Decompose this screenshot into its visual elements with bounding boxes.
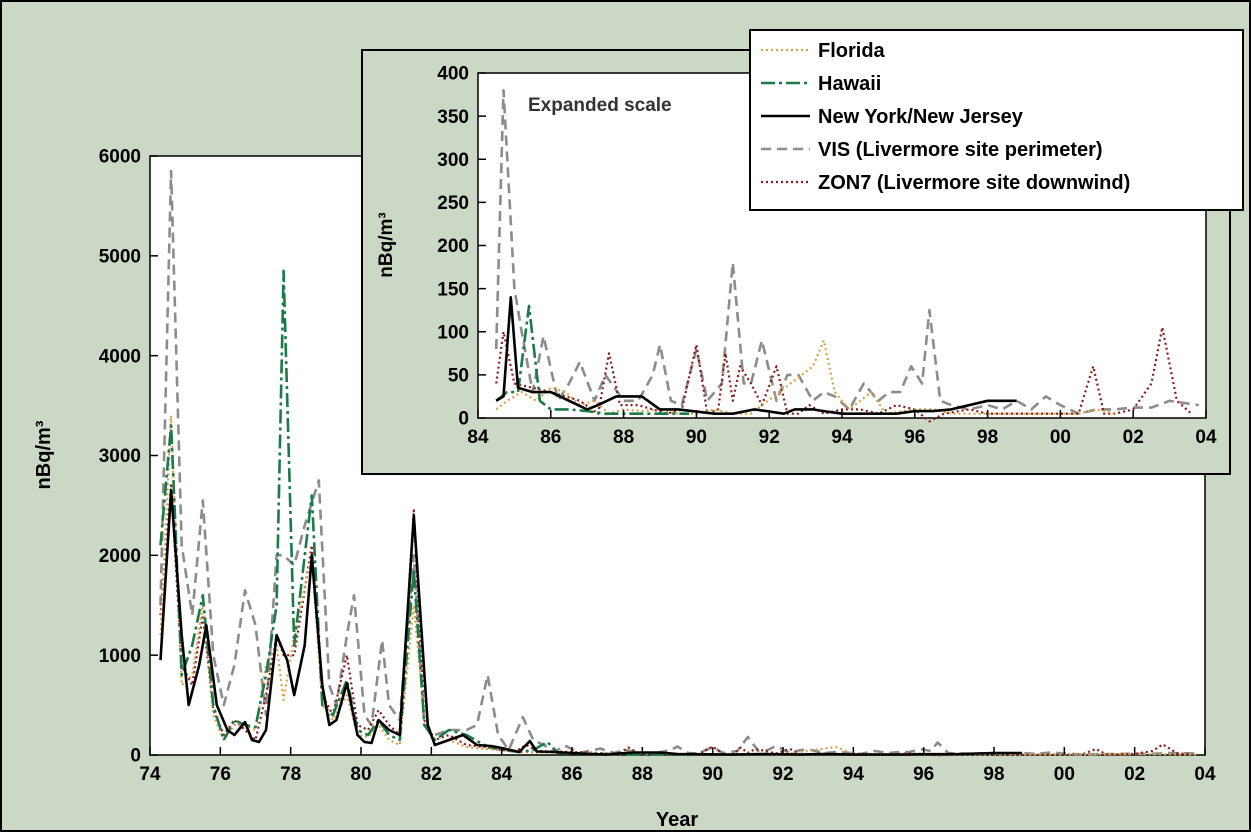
main-x-tick-label: 82: [421, 764, 442, 785]
inset-x-tick-label: 92: [759, 427, 780, 448]
main-x-tick-label: 90: [702, 764, 723, 785]
inset-series-hawaii: [495, 304, 690, 415]
inset-y-tick-label: 200: [437, 236, 469, 257]
inset-x-tick-label: 96: [904, 427, 925, 448]
inset-y-tick-label: 50: [448, 366, 469, 387]
main-y-tick-label: 1000: [99, 646, 141, 667]
legend-label-new-york-new-jersey: New York/New Jersey: [818, 106, 1024, 128]
main-x-tick-label: 76: [210, 764, 231, 785]
inset-y-tick-label: 400: [437, 64, 469, 85]
inset-series-zon7-livermore-site-downwind: [495, 326, 1193, 423]
main-x-tick-label: 92: [772, 764, 793, 785]
main-x-tick-label: 88: [632, 764, 653, 785]
main-series-hawaii: [159, 269, 703, 756]
inset-title: Expanded scale: [528, 95, 672, 116]
inset-x-tick-label: 86: [540, 427, 561, 448]
legend: Florida Hawaii New York/New Jersey VIS (Liv…: [749, 29, 1244, 211]
inset-x-tick-label: 02: [1123, 427, 1144, 448]
inset-x-tick-label: 04: [1195, 427, 1217, 448]
main-y-tick-label: 2000: [99, 546, 141, 567]
main-x-tick-label: 98: [983, 764, 1004, 785]
main-x-tick-label: 84: [491, 764, 513, 785]
inset-x-tick-label: 88: [613, 427, 634, 448]
main-x-axis-label: Year: [656, 809, 698, 831]
inset-x-tick-label: 90: [686, 427, 707, 448]
legend-label-vis-livermore-site-perimeter: VIS (Livermore site perimeter): [818, 139, 1103, 161]
main-series-new-york-new-jersey: [159, 489, 1023, 756]
main-y-tick-label: 6000: [99, 147, 141, 168]
main-y-tick-label: 5000: [99, 246, 141, 267]
main-x-tick-label: 86: [561, 764, 582, 785]
main-y-tick-label: 3000: [99, 446, 141, 467]
main-axes: 74 76 78 80 82 84 86 88 90 92 94 96 98 00 02 0401000200…: [99, 147, 1216, 785]
inset-y-tick-label: 350: [437, 107, 469, 128]
inset-series-group: [494, 89, 1199, 423]
inset-x-tick-label: 84: [467, 427, 489, 448]
inset-y-tick-label: 250: [437, 193, 469, 214]
main-y-tick-label: 0: [130, 746, 141, 767]
inset-x-tick-label: 00: [1050, 427, 1071, 448]
inset-y-tick-label: 0: [458, 409, 469, 430]
legend-entries: Florida Hawaii New York/New Jersey VIS (Liv…: [761, 40, 1130, 194]
main-x-tick-label: 94: [843, 764, 865, 785]
legend-label-zon7-livermore-site-downwind: ZON7 (Livermore site downwind): [818, 172, 1130, 194]
inset-y-tick-label: 100: [437, 322, 469, 343]
main-x-tick-label: 04: [1194, 764, 1216, 785]
inset-axes: 84 86 88 90 92 94 96 98 00 02 04 0 50 100 150 200 250 300…: [437, 64, 1217, 448]
main-series-group: [159, 169, 1199, 757]
main-y-axis-label: nBq/m³: [33, 420, 55, 489]
inset-x-tick-label: 94: [831, 427, 853, 448]
legend-label-florida: Florida: [818, 40, 886, 62]
legend-box: [749, 29, 1244, 211]
main-x-tick-label: 02: [1124, 764, 1145, 785]
main-x-tick-label: 80: [350, 764, 371, 785]
main-y-tick-label: 4000: [99, 346, 141, 367]
main-x-tick-label: 00: [1054, 764, 1075, 785]
inset-series-vis-livermore-site-perimeter: [494, 89, 1199, 415]
main-x-tick-label: 96: [913, 764, 934, 785]
main-series-florida: [159, 414, 1199, 756]
main-x-tick-label: 74: [139, 764, 161, 785]
inset-y-tick-label: 150: [437, 279, 469, 300]
inset-y-tick-label: 300: [437, 150, 469, 171]
inset-y-axis-label: nBq/m³: [376, 212, 397, 277]
inset-x-tick-label: 98: [977, 427, 998, 448]
inset-series-florida: [495, 339, 1116, 415]
main-x-tick-label: 78: [280, 764, 301, 785]
legend-label-hawaii: Hawaii: [818, 73, 881, 95]
inset-series-new-york-new-jersey: [495, 296, 1017, 415]
